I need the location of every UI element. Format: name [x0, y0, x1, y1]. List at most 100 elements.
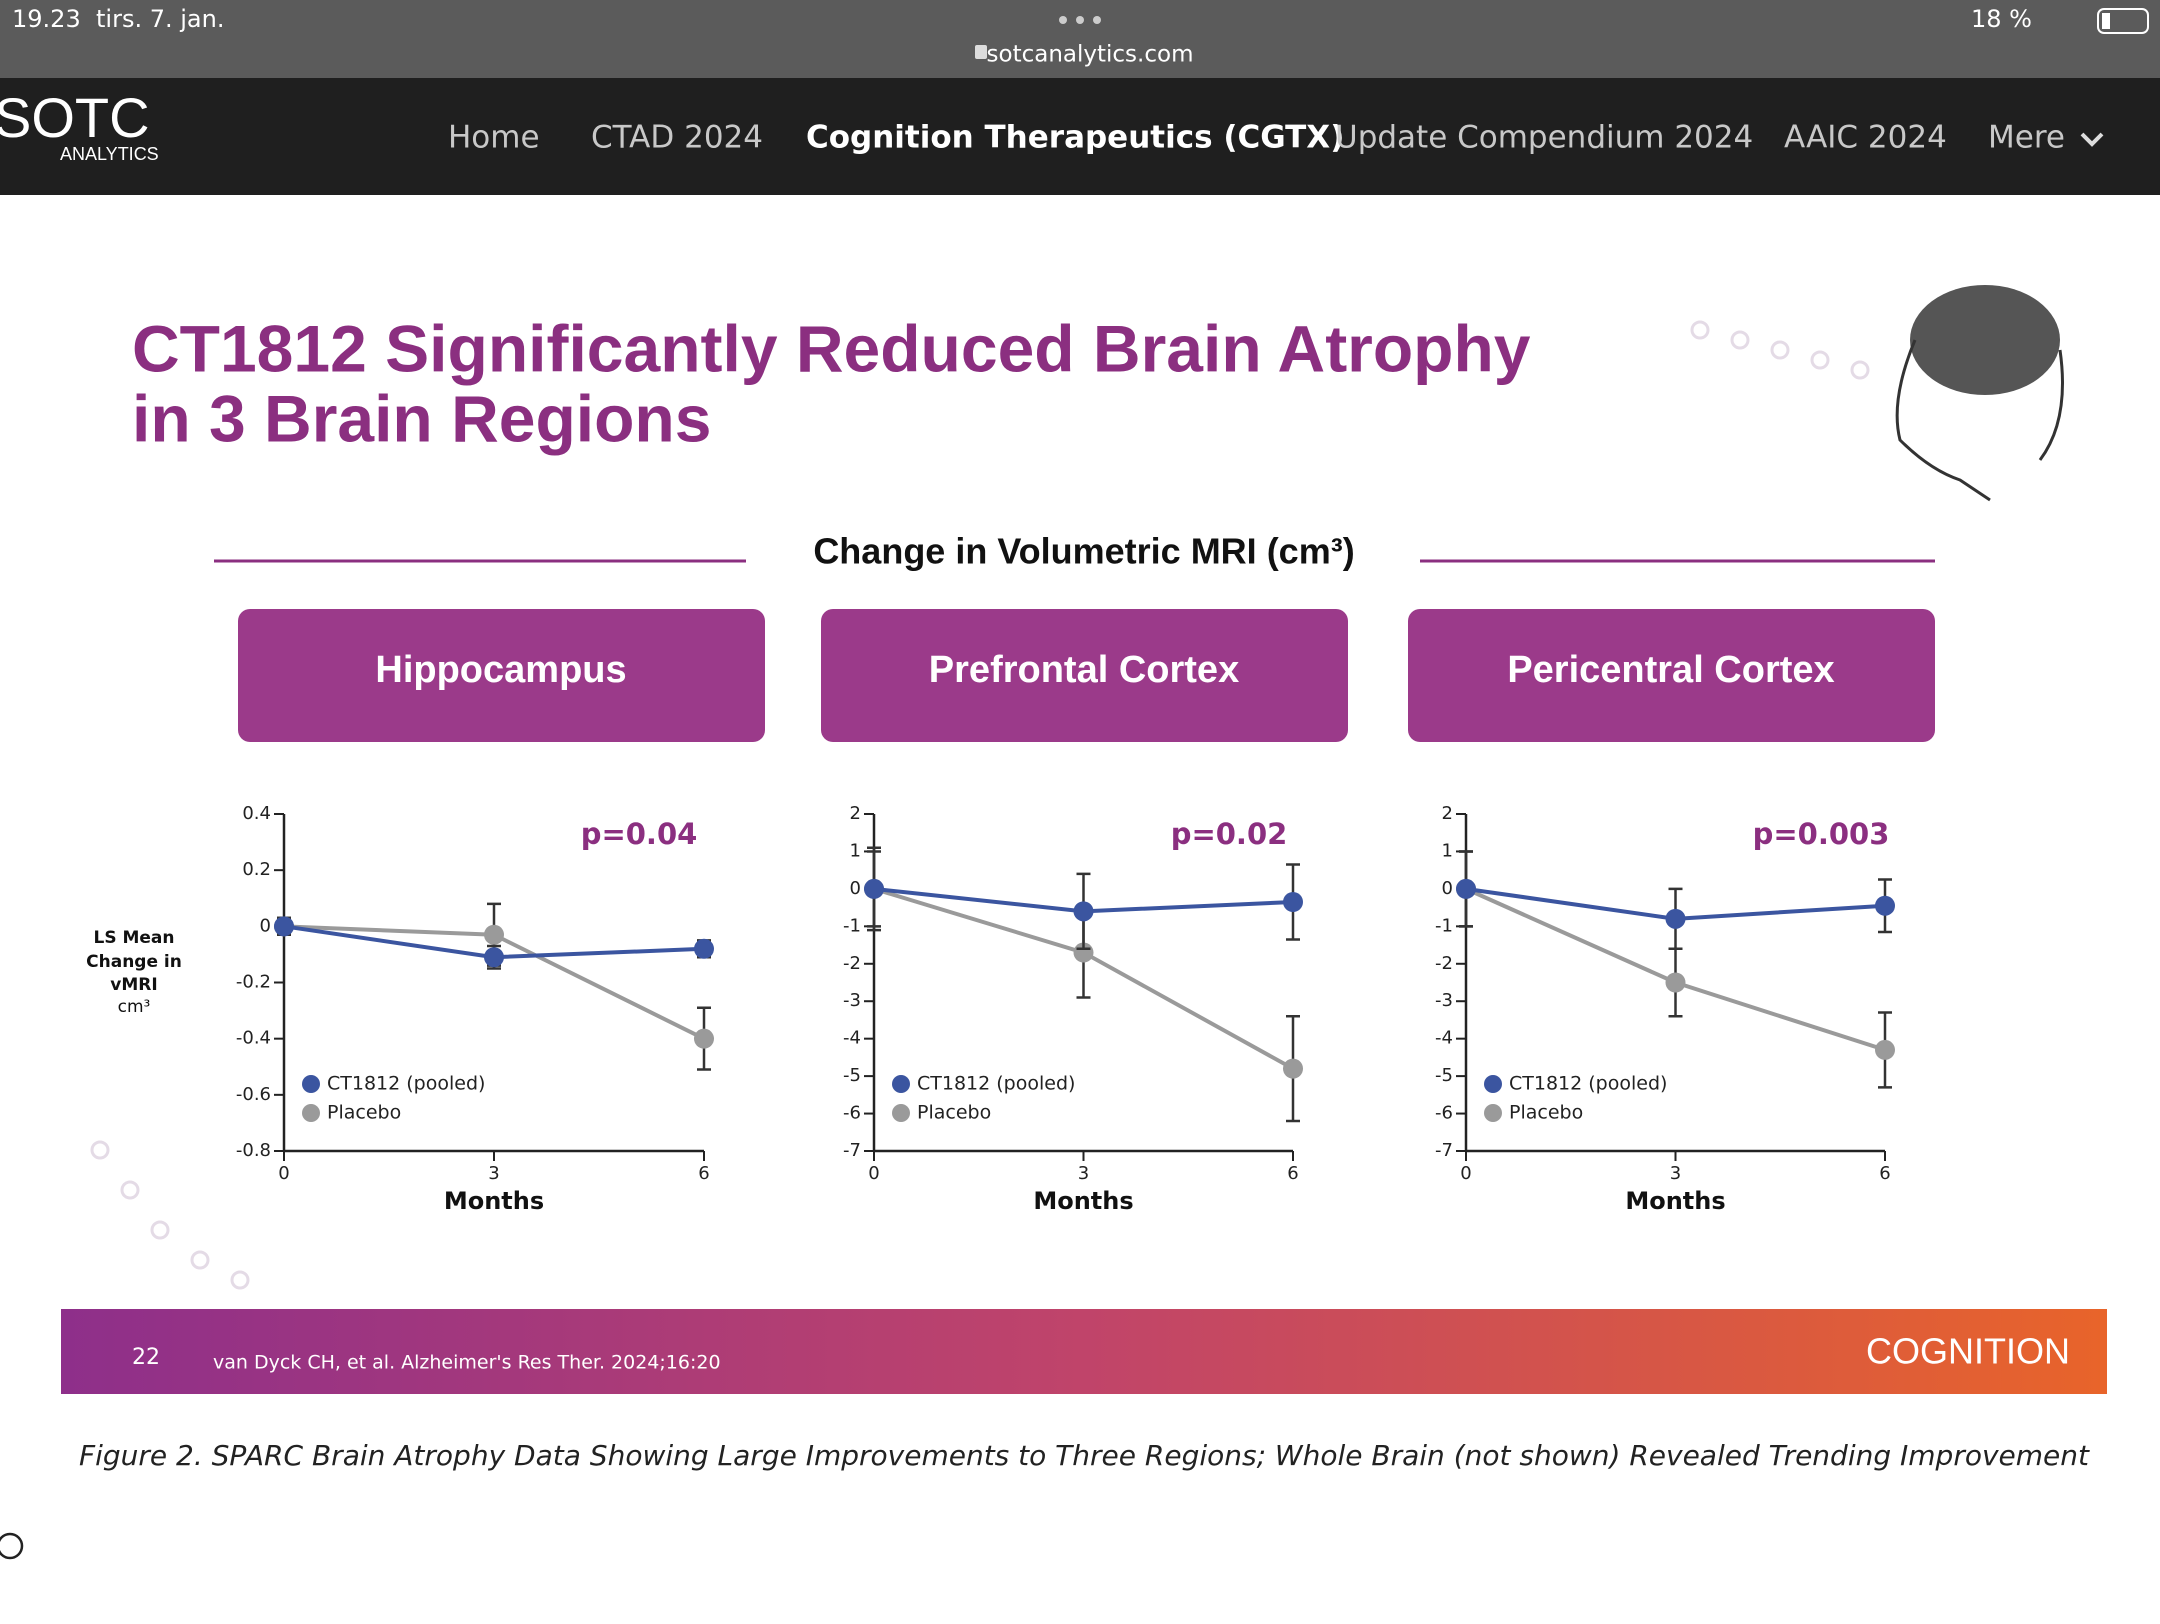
p-value: p=0.02 [1171, 817, 1288, 851]
date: tirs. 7. jan. [96, 5, 224, 33]
legend-label: CT1812 (pooled) [327, 1073, 485, 1095]
panel-title: Pericentral Cortex [1507, 649, 1834, 691]
x-tick-label: 6 [698, 1163, 709, 1184]
panel [238, 609, 765, 742]
x-tick-label: 6 [1287, 1163, 1298, 1184]
y-tick-label: -3 [1435, 990, 1453, 1011]
point [694, 938, 714, 959]
y-tick-label: -7 [1435, 1140, 1453, 1161]
nav-item[interactable]: Mere [1988, 120, 2065, 156]
y-tick-label: -0.8 [236, 1140, 271, 1161]
y-tick-label: -2 [1435, 953, 1453, 974]
point [1073, 901, 1094, 922]
y-tick-label: -6 [843, 1103, 861, 1124]
point [484, 924, 504, 945]
browser-bar [0, 0, 2160, 78]
y-tick-label: -7 [843, 1140, 861, 1161]
y-tick-label: -4 [843, 1028, 861, 1049]
y-tick-label: -1 [1435, 915, 1453, 936]
nav-item[interactable]: CTAD 2024 [591, 120, 763, 156]
point [1073, 942, 1094, 963]
nav-bar [0, 78, 2160, 195]
legend-label: Placebo [917, 1102, 991, 1124]
y-tick-label: 2 [850, 803, 861, 824]
x-tick-label: 0 [278, 1163, 289, 1184]
legend-label: Placebo [327, 1102, 401, 1124]
point [484, 947, 504, 968]
y-tick-label: 0 [850, 878, 861, 899]
legend-marker [302, 1104, 320, 1122]
y-tick-label: 2 [1442, 803, 1453, 824]
x-tick-label: 3 [1670, 1163, 1681, 1184]
p-value: p=0.003 [1753, 817, 1890, 851]
slide-title: CT1812 Significantly Reduced Brain Atrop… [132, 311, 1531, 385]
nav-item[interactable]: Home [448, 120, 540, 156]
y-tick-label: -0.6 [236, 1084, 271, 1105]
head-illustration [1895, 285, 2064, 502]
panel [821, 609, 1348, 742]
panel-title: Hippocampus [375, 649, 626, 691]
brand: COGNITION [1866, 1331, 2070, 1372]
point [1456, 878, 1476, 899]
tabs-dots[interactable] [1059, 16, 1101, 24]
citation: van Dyck CH, et al. Alzheimer's Res Ther… [213, 1352, 721, 1374]
legend-marker [302, 1075, 320, 1093]
slide [61, 265, 2107, 1395]
panel [1408, 609, 1935, 742]
x-axis-label: Months [1033, 1187, 1133, 1215]
legend-label: Placebo [1509, 1102, 1583, 1124]
y-label-line: vMRI [110, 975, 157, 995]
y-tick-label: -1 [843, 915, 861, 936]
y-tick-label: -5 [1435, 1065, 1453, 1086]
battery-level [2102, 13, 2110, 29]
logo[interactable]: SOTC [0, 86, 150, 149]
point [694, 1028, 714, 1049]
y-tick-label: 0 [260, 915, 271, 936]
point [1283, 1058, 1303, 1079]
legend-marker [892, 1104, 910, 1122]
legend-marker [1484, 1075, 1502, 1093]
point [1283, 891, 1303, 912]
p-value: p=0.04 [581, 817, 698, 851]
x-tick-label: 3 [1078, 1163, 1089, 1184]
info-icon[interactable] [0, 1532, 24, 1560]
legend-label: CT1812 (pooled) [917, 1073, 1075, 1095]
y-tick-label: -5 [843, 1065, 861, 1086]
lock-icon [975, 45, 987, 59]
y-tick-label: -2 [843, 953, 861, 974]
panel-title: Prefrontal Cortex [929, 649, 1239, 691]
y-tick-label: -6 [1435, 1103, 1453, 1124]
y-tick-label: -0.4 [236, 1028, 271, 1049]
point [1875, 1039, 1895, 1060]
nav-item[interactable]: AAIC 2024 [1784, 120, 1947, 156]
x-axis-label: Months [444, 1187, 544, 1215]
x-tick-label: 0 [868, 1163, 879, 1184]
time: 19.23 [12, 5, 81, 33]
y-tick-label: 0.2 [242, 859, 271, 880]
slide-heading: Change in Volumetric MRI (cm³) [813, 531, 1354, 572]
point [864, 878, 884, 899]
legend-label: CT1812 (pooled) [1509, 1073, 1667, 1095]
nav-item[interactable]: Update Compendium 2024 [1335, 120, 1753, 156]
footer-band [61, 1309, 2107, 1394]
x-tick-label: 6 [1879, 1163, 1890, 1184]
y-axis-label: LS Mean Change in vMRI cm³ [86, 928, 182, 1017]
y-tick-label: -0.2 [236, 972, 271, 993]
url[interactable]: sotcanalytics.com [987, 42, 1194, 68]
battery-icon [2097, 8, 2149, 34]
point [1665, 908, 1686, 929]
y-tick-label: 0 [1442, 878, 1453, 899]
point [1665, 972, 1686, 993]
y-tick-label: 0.4 [242, 803, 271, 824]
y-tick-label: -4 [1435, 1028, 1453, 1049]
y-tick-label: -3 [843, 990, 861, 1011]
logo-sub: ANALYTICS [60, 144, 159, 164]
point [1875, 895, 1895, 916]
x-tick-label: 3 [488, 1163, 499, 1184]
chevron[interactable] [2080, 132, 2104, 147]
nav-item[interactable]: Cognition Therapeutics (CGTX) [806, 120, 1344, 156]
decor-dots [90, 320, 1870, 1290]
legend-marker [1484, 1104, 1502, 1122]
point [274, 916, 294, 937]
